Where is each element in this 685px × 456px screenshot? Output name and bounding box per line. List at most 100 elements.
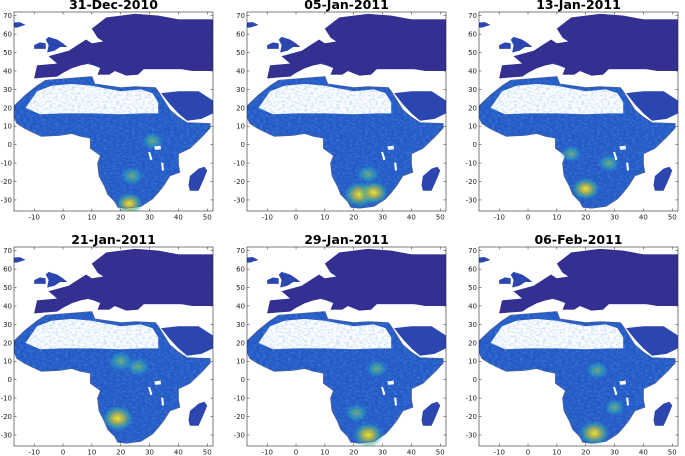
y-tick-label: 10 xyxy=(468,358,477,366)
madagascar-landmass xyxy=(653,166,673,191)
y-tick-label: 20 xyxy=(3,339,12,347)
map-area xyxy=(479,248,678,446)
ireland-landmass xyxy=(34,277,46,284)
y-tick-label: 70 xyxy=(236,247,245,255)
x-tick-label: 10 xyxy=(552,449,561,456)
y-tick-label: -30 xyxy=(234,431,245,439)
x-tick-label: 50 xyxy=(436,449,445,456)
uk-landmass xyxy=(45,36,68,53)
x-tick-label: 50 xyxy=(203,214,212,222)
axes-frame xyxy=(246,246,447,447)
x-tick-label: 20 xyxy=(581,214,590,222)
x-tick-label: 10 xyxy=(552,214,561,222)
x-tick-label: 20 xyxy=(349,214,358,222)
x-tick-label: 30 xyxy=(610,214,619,222)
axes-frame xyxy=(246,11,447,212)
y-tick-label: -10 xyxy=(234,160,245,168)
x-tick-label: 10 xyxy=(320,449,329,456)
y-tick-label: -10 xyxy=(1,395,12,403)
y-tick-label: 10 xyxy=(3,358,12,366)
panel-title: 21-Jan-2011 xyxy=(71,232,156,247)
y-tick-label: 30 xyxy=(236,86,245,94)
map-panel: -10 0 10 20 30 40 50 70 60 50 40 30 20 10 0 -10 -20 -30 05… xyxy=(234,0,447,222)
y-tick-label: 60 xyxy=(3,31,12,39)
x-tick-label: 40 xyxy=(174,449,183,456)
x-tick-label: 10 xyxy=(320,214,329,222)
map-area xyxy=(247,13,446,210)
x-tick-label: 30 xyxy=(145,214,154,222)
iceland-landmass xyxy=(479,22,491,28)
x-tick-label: 0 xyxy=(294,214,298,222)
madagascar-landmass xyxy=(421,401,441,426)
y-tick-label: 50 xyxy=(468,284,477,292)
ireland-landmass xyxy=(267,42,279,49)
axes-frame xyxy=(478,246,679,447)
x-tick-label: 50 xyxy=(203,449,212,456)
y-tick-label: 60 xyxy=(3,266,12,274)
x-tick-label: 40 xyxy=(639,214,648,222)
y-tick-label: 70 xyxy=(3,12,12,20)
panel-title: 29-Jan-2011 xyxy=(304,232,389,247)
y-tick-label: 40 xyxy=(236,67,245,75)
map-panel: -10 0 10 20 30 40 50 70 60 50 40 30 20 10 0 -10 -20 -30 29… xyxy=(234,232,447,456)
y-tick-label: 40 xyxy=(3,302,12,310)
map-panel: -10 0 10 20 30 40 50 70 60 50 40 30 20 10 0 -10 -20 -30 06… xyxy=(466,232,679,456)
x-tick-label: 0 xyxy=(61,449,65,456)
madagascar-landmass xyxy=(421,166,441,191)
axes-frame xyxy=(478,11,679,212)
x-tick-label: 10 xyxy=(87,449,96,456)
uk-landmass xyxy=(45,271,68,288)
y-tick-label: -10 xyxy=(1,160,12,168)
x-tick-label: 40 xyxy=(407,214,416,222)
y-tick-label: 0 xyxy=(241,376,245,384)
y-tick-label: 30 xyxy=(3,86,12,94)
y-tick-label: 30 xyxy=(468,321,477,329)
x-tick-label: 0 xyxy=(294,449,298,456)
panel-title: 06-Feb-2011 xyxy=(534,232,622,247)
x-tick-label: 30 xyxy=(145,449,154,456)
x-tick-label: -10 xyxy=(28,449,39,456)
y-tick-label: 50 xyxy=(3,284,12,292)
iceland-landmass xyxy=(14,257,26,263)
x-tick-label: 0 xyxy=(61,214,65,222)
y-tick-label: -30 xyxy=(466,431,477,439)
x-tick-label: 50 xyxy=(668,449,677,456)
y-tick-label: 70 xyxy=(468,247,477,255)
x-tick-label: -10 xyxy=(261,214,272,222)
map-area xyxy=(14,248,213,445)
y-tick-label: 30 xyxy=(3,321,12,329)
ireland-landmass xyxy=(499,42,511,49)
x-tick-label: -10 xyxy=(493,214,504,222)
x-tick-label: 0 xyxy=(526,214,530,222)
y-tick-label: -30 xyxy=(1,196,12,204)
y-tick-label: -10 xyxy=(466,160,477,168)
y-tick-label: 50 xyxy=(3,49,12,57)
ireland-landmass xyxy=(267,277,279,284)
x-tick-label: -10 xyxy=(261,449,272,456)
y-tick-label: 0 xyxy=(241,141,245,149)
y-tick-label: 70 xyxy=(3,247,12,255)
y-tick-label: -30 xyxy=(1,431,12,439)
x-tick-label: -10 xyxy=(28,214,39,222)
x-tick-label: 50 xyxy=(436,214,445,222)
madagascar-landmass xyxy=(188,401,208,426)
y-tick-label: 60 xyxy=(236,266,245,274)
madagascar-landmass xyxy=(188,166,208,191)
map-panel: -10 0 10 20 30 40 50 70 60 50 40 30 20 10 0 -10 -20 -30 13… xyxy=(466,0,679,222)
y-tick-label: 0 xyxy=(473,376,477,384)
y-tick-label: -20 xyxy=(234,178,245,186)
y-tick-label: 10 xyxy=(3,123,12,131)
x-tick-label: 40 xyxy=(639,449,648,456)
y-tick-label: 60 xyxy=(468,31,477,39)
x-tick-label: 40 xyxy=(407,449,416,456)
x-tick-label: 40 xyxy=(174,214,183,222)
madagascar-landmass xyxy=(653,401,673,426)
y-tick-label: 20 xyxy=(236,339,245,347)
y-tick-label: 40 xyxy=(236,302,245,310)
uk-landmass xyxy=(510,271,533,288)
x-tick-label: 20 xyxy=(116,214,125,222)
y-tick-label: 60 xyxy=(468,266,477,274)
uk-landmass xyxy=(510,36,533,53)
iceland-landmass xyxy=(14,22,26,28)
